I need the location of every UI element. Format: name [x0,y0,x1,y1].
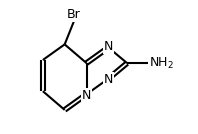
Text: NH$_2$: NH$_2$ [149,56,174,71]
Text: Br: Br [67,8,81,21]
Text: N: N [104,73,113,86]
Text: N: N [104,40,113,53]
Text: N: N [82,89,91,102]
